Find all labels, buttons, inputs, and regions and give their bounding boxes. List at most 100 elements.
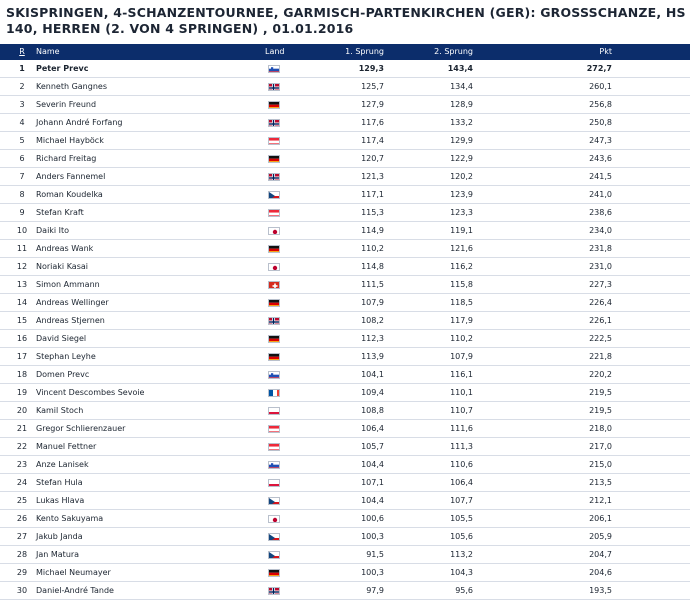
points-cell: 212,1 [589, 496, 612, 505]
rank-cell: 11 [16, 244, 28, 253]
athlete-name: Daiki Ito [36, 226, 70, 235]
table-row: 1 Peter Prevc 129,3 143,4 272,7 [0, 60, 690, 78]
athlete-name: Peter Prevc [36, 64, 89, 73]
jump1-cell: 100,3 [361, 532, 384, 541]
jump1-cell: 114,9 [361, 226, 384, 235]
table-row: 8 Roman Koudelka 117,1 123,9 241,0 [0, 186, 690, 204]
jump1-cell: 115,3 [361, 208, 384, 217]
points-cell: 241,5 [589, 172, 612, 181]
jump1-cell: 127,9 [361, 100, 384, 109]
points-cell: 256,8 [589, 100, 612, 109]
flag-ger-icon [268, 353, 280, 361]
jump2-cell: 110,1 [450, 388, 473, 397]
jump1-cell: 107,1 [361, 478, 384, 487]
points-cell: 213,5 [589, 478, 612, 487]
rank-cell: 4 [19, 118, 25, 127]
rank-cell: 1 [19, 64, 25, 73]
jump2-cell: 128,9 [450, 100, 473, 109]
rank-cell: 21 [16, 424, 28, 433]
athlete-name: Manuel Fettner [36, 442, 97, 451]
jump1-cell: 110,2 [361, 244, 384, 253]
jump2-cell: 116,2 [450, 262, 473, 271]
table-body: 1 Peter Prevc 129,3 143,4 272,7 2 Kenneth Gang… [0, 60, 690, 600]
jump2-cell: 110,7 [450, 406, 473, 415]
table-row: 3 Severin Freund 127,9 128,9 256,8 [0, 96, 690, 114]
jump1-cell: 125,7 [361, 82, 384, 91]
page-title: SKISPRINGEN, 4-SCHANZENTOURNEE, GARMISCH… [6, 5, 686, 36]
jump2-cell: 118,5 [450, 298, 473, 307]
points-cell: 260,1 [589, 82, 612, 91]
flag-slo-icon [268, 371, 280, 379]
points-cell: 227,3 [589, 280, 612, 289]
rank-cell: 9 [19, 208, 25, 217]
table-row: 29 Michael Neumayer 100,3 104,3 204,6 [0, 564, 690, 582]
flag-ger-icon [268, 335, 280, 343]
rank-cell: 3 [19, 100, 25, 109]
athlete-name: Anze Lanisek [36, 460, 89, 469]
flag-fra-icon [268, 389, 280, 397]
jump1-cell: 107,9 [361, 298, 384, 307]
points-cell: 238,6 [589, 208, 612, 217]
jump1-cell: 106,4 [361, 424, 384, 433]
points-cell: 206,1 [589, 514, 612, 523]
athlete-name: Stephan Leyhe [36, 352, 96, 361]
points-cell: 193,5 [589, 586, 612, 595]
rank-cell: 16 [16, 334, 28, 343]
header-rank[interactable]: R [19, 47, 25, 56]
rank-cell: 5 [19, 136, 25, 145]
table-row: 12 Noriaki Kasai 114,8 116,2 231,0 [0, 258, 690, 276]
rank-cell: 29 [16, 568, 28, 577]
table-row: 19 Vincent Descombes Sevoie 109,4 110,1 219,… [0, 384, 690, 402]
flag-cze-icon [268, 191, 280, 199]
jump2-cell: 111,3 [450, 442, 473, 451]
rank-cell: 7 [19, 172, 25, 181]
jump1-cell: 109,4 [361, 388, 384, 397]
flag-ger-icon [268, 101, 280, 109]
table-row: 2 Kenneth Gangnes 125,7 134,4 260,1 [0, 78, 690, 96]
rank-cell: 15 [16, 316, 28, 325]
athlete-name: Michael Neumayer [36, 568, 111, 577]
table-row: 17 Stephan Leyhe 113,9 107,9 221,8 [0, 348, 690, 366]
jump2-cell: 107,7 [450, 496, 473, 505]
jump2-cell: 105,5 [450, 514, 473, 523]
rank-cell: 28 [16, 550, 28, 559]
points-cell: 231,0 [589, 262, 612, 271]
jump2-cell: 134,4 [450, 82, 473, 91]
table-row: 23 Anze Lanisek 104,4 110,6 215,0 [0, 456, 690, 474]
flag-cze-icon [268, 533, 280, 541]
jump2-cell: 120,2 [450, 172, 473, 181]
flag-aut-icon [268, 209, 280, 217]
points-cell: 205,9 [589, 532, 612, 541]
flag-nor-icon [268, 587, 280, 595]
jump1-cell: 91,5 [366, 550, 384, 559]
athlete-name: Gregor Schlierenzauer [36, 424, 126, 433]
points-cell: 204,6 [589, 568, 612, 577]
rank-cell: 25 [16, 496, 28, 505]
points-cell: 226,4 [589, 298, 612, 307]
flag-aut-icon [268, 443, 280, 451]
rank-cell: 23 [16, 460, 28, 469]
jump2-cell: 95,6 [455, 586, 473, 595]
rank-cell: 24 [16, 478, 28, 487]
flag-ger-icon [268, 569, 280, 577]
jump2-cell: 129,9 [450, 136, 473, 145]
table-row: 10 Daiki Ito 114,9 119,1 234,0 [0, 222, 690, 240]
athlete-name: Jakub Janda [36, 532, 83, 541]
rank-cell: 27 [16, 532, 28, 541]
rank-cell: 12 [16, 262, 28, 271]
jump2-cell: 111,6 [450, 424, 473, 433]
rank-cell: 17 [16, 352, 28, 361]
flag-aut-icon [268, 425, 280, 433]
jump2-cell: 119,1 [450, 226, 473, 235]
jump1-cell: 104,4 [361, 460, 384, 469]
table-row: 14 Andreas Wellinger 107,9 118,5 226,4 [0, 294, 690, 312]
table-row: 22 Manuel Fettner 105,7 111,3 217,0 [0, 438, 690, 456]
header-land: Land [265, 47, 285, 56]
jump2-cell: 123,3 [450, 208, 473, 217]
points-cell: 217,0 [589, 442, 612, 451]
table-row: 26 Kento Sakuyama 100,6 105,5 206,1 [0, 510, 690, 528]
athlete-name: Andreas Wank [36, 244, 94, 253]
points-cell: 272,7 [586, 64, 612, 73]
points-cell: 219,5 [589, 406, 612, 415]
table-header: R Name Land 1. Sprung 2. Sprung Pkt [0, 44, 690, 60]
